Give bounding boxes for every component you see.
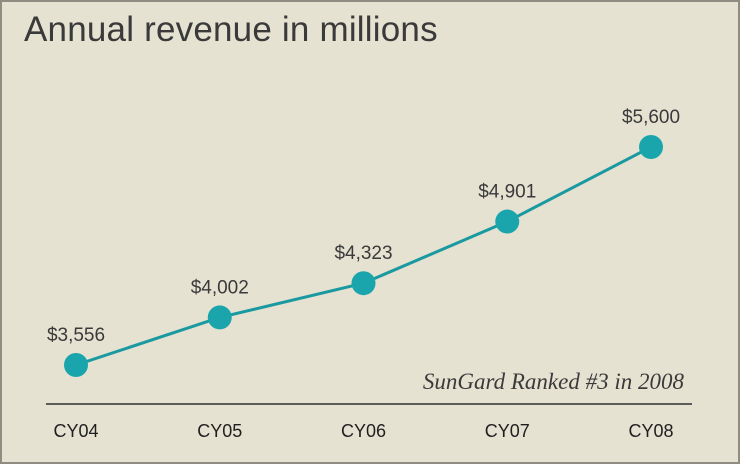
x-tick-label-cy05: CY05 xyxy=(197,421,242,441)
chart-title: Annual revenue in millions xyxy=(24,10,438,49)
data-point-cy06 xyxy=(351,271,376,296)
data-point-cy07 xyxy=(495,209,520,234)
data-label-cy04: $3,556 xyxy=(47,325,105,346)
data-label-cy08: $5,600 xyxy=(622,107,680,128)
x-tick-label-cy04: CY04 xyxy=(53,421,98,441)
x-tick-label-cy08: CY08 xyxy=(628,421,673,441)
data-point-cy04 xyxy=(64,353,88,377)
ranking-annotation: SunGard Ranked #3 in 2008 xyxy=(423,369,685,394)
data-labels: $3,556 $4,002 $4,323 $4,901 $5,600 xyxy=(47,107,680,346)
x-tick-label-cy06: CY06 xyxy=(341,421,386,441)
data-label-cy05: $4,002 xyxy=(191,277,249,298)
data-label-cy07: $4,901 xyxy=(478,182,536,203)
x-tick-label-cy07: CY07 xyxy=(485,421,530,441)
series-layer xyxy=(64,135,663,377)
data-label-cy06: $4,323 xyxy=(334,243,392,264)
x-tick-labels: CY04 CY05 CY06 CY07 CY08 xyxy=(53,421,673,441)
data-point-cy05 xyxy=(207,305,232,330)
data-point-cy08 xyxy=(639,135,663,159)
